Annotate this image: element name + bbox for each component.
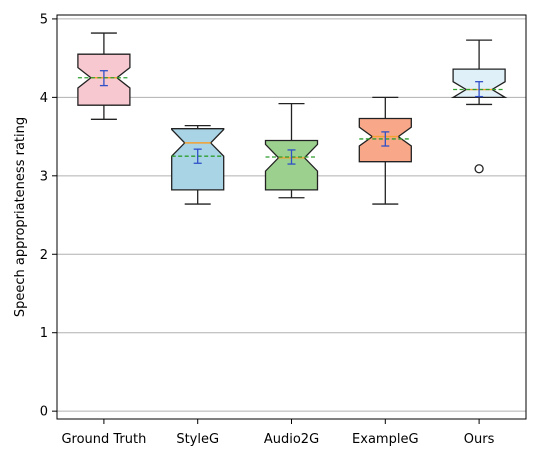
y-tick-label: 3 (40, 169, 48, 184)
y-axis-label: Speech appropriateness rating (13, 117, 28, 317)
box-body (264, 139, 319, 191)
y-tick-label: 2 (40, 248, 48, 263)
x-axis: Ground Truth StyleG Audio2G ExampleG Ours (61, 419, 495, 447)
y-tick-label: 5 (40, 12, 48, 27)
grid-lines (57, 18, 526, 412)
y-axis: 0 1 2 3 4 5 (40, 12, 57, 420)
y-tick-label: 1 (40, 326, 48, 341)
box-exampleg (358, 96, 412, 205)
x-tick-label: StyleG (176, 432, 219, 447)
x-tick-label: Ground Truth (61, 432, 146, 447)
y-tick-label: 0 (40, 405, 48, 420)
x-tick-label: Ours (464, 432, 495, 447)
box-audio2g (264, 102, 319, 199)
box-styleg (171, 124, 225, 205)
box-series (77, 32, 508, 205)
x-tick-label: ExampleG (352, 432, 418, 447)
box-ours (450, 39, 508, 174)
box-ground-truth (77, 32, 131, 120)
outlier-point (474, 164, 484, 174)
x-tick-label: Audio2G (264, 432, 319, 447)
y-tick-label: 4 (40, 91, 48, 106)
